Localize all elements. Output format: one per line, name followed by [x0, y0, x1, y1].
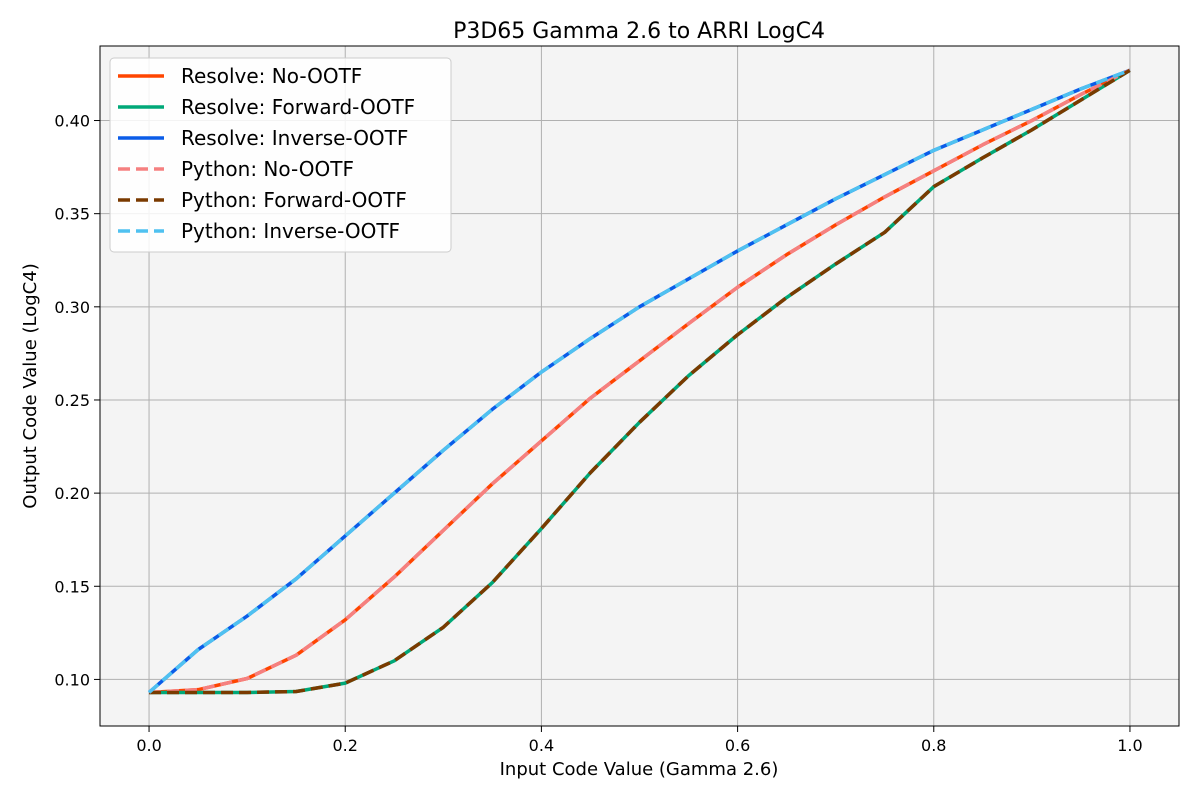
x-tick-label: 0.6 [725, 736, 750, 755]
legend-label: Python: No-OOTF [181, 157, 354, 181]
legend-label: Python: Inverse-OOTF [181, 219, 400, 243]
x-axis-label: Input Code Value (Gamma 2.6) [500, 759, 779, 780]
y-tick-label: 0.40 [54, 112, 90, 131]
y-tick-label: 0.10 [54, 670, 90, 689]
y-tick-label: 0.25 [54, 391, 90, 410]
legend-label: Resolve: Forward-OOTF [181, 95, 415, 119]
legend-label: Resolve: Inverse-OOTF [181, 126, 408, 150]
series-line-4 [149, 68, 1131, 695]
series-lines [147, 68, 1131, 695]
legend-label: Resolve: No-OOTF [181, 64, 362, 88]
series-line-5 [147, 68, 1131, 694]
chart-title: P3D65 Gamma 2.6 to ARRI LogC4 [453, 19, 825, 44]
x-tick-label: 0.2 [333, 736, 358, 755]
y-tick-label: 0.30 [54, 298, 90, 317]
y-tick-label: 0.35 [54, 205, 90, 224]
plot-frame [99, 45, 1180, 727]
y-axis-ticks: 0.10 0.15 0.20 0.25 0.30 0.35 0.40 [54, 112, 100, 689]
y-axis-label: Output Code Value (LogC4) [20, 263, 41, 508]
y-tick-label: 0.20 [54, 484, 90, 503]
x-tick-label: 0.0 [136, 736, 161, 755]
x-tick-label: 0.4 [529, 736, 554, 755]
legend: Resolve: No-OOTF Resolve: Forward-OOTF Res… [109, 57, 452, 253]
y-tick-label: 0.15 [54, 577, 90, 596]
legend-box [109, 57, 452, 253]
x-tick-label: 1.0 [1117, 736, 1142, 755]
series-line-3 [148, 68, 1131, 695]
x-tick-label: 0.8 [921, 736, 946, 755]
x-axis-ticks: 0.0 0.2 0.4 0.6 0.8 1.0 [136, 726, 1143, 755]
legend-label: Python: Forward-OOTF [181, 188, 407, 212]
